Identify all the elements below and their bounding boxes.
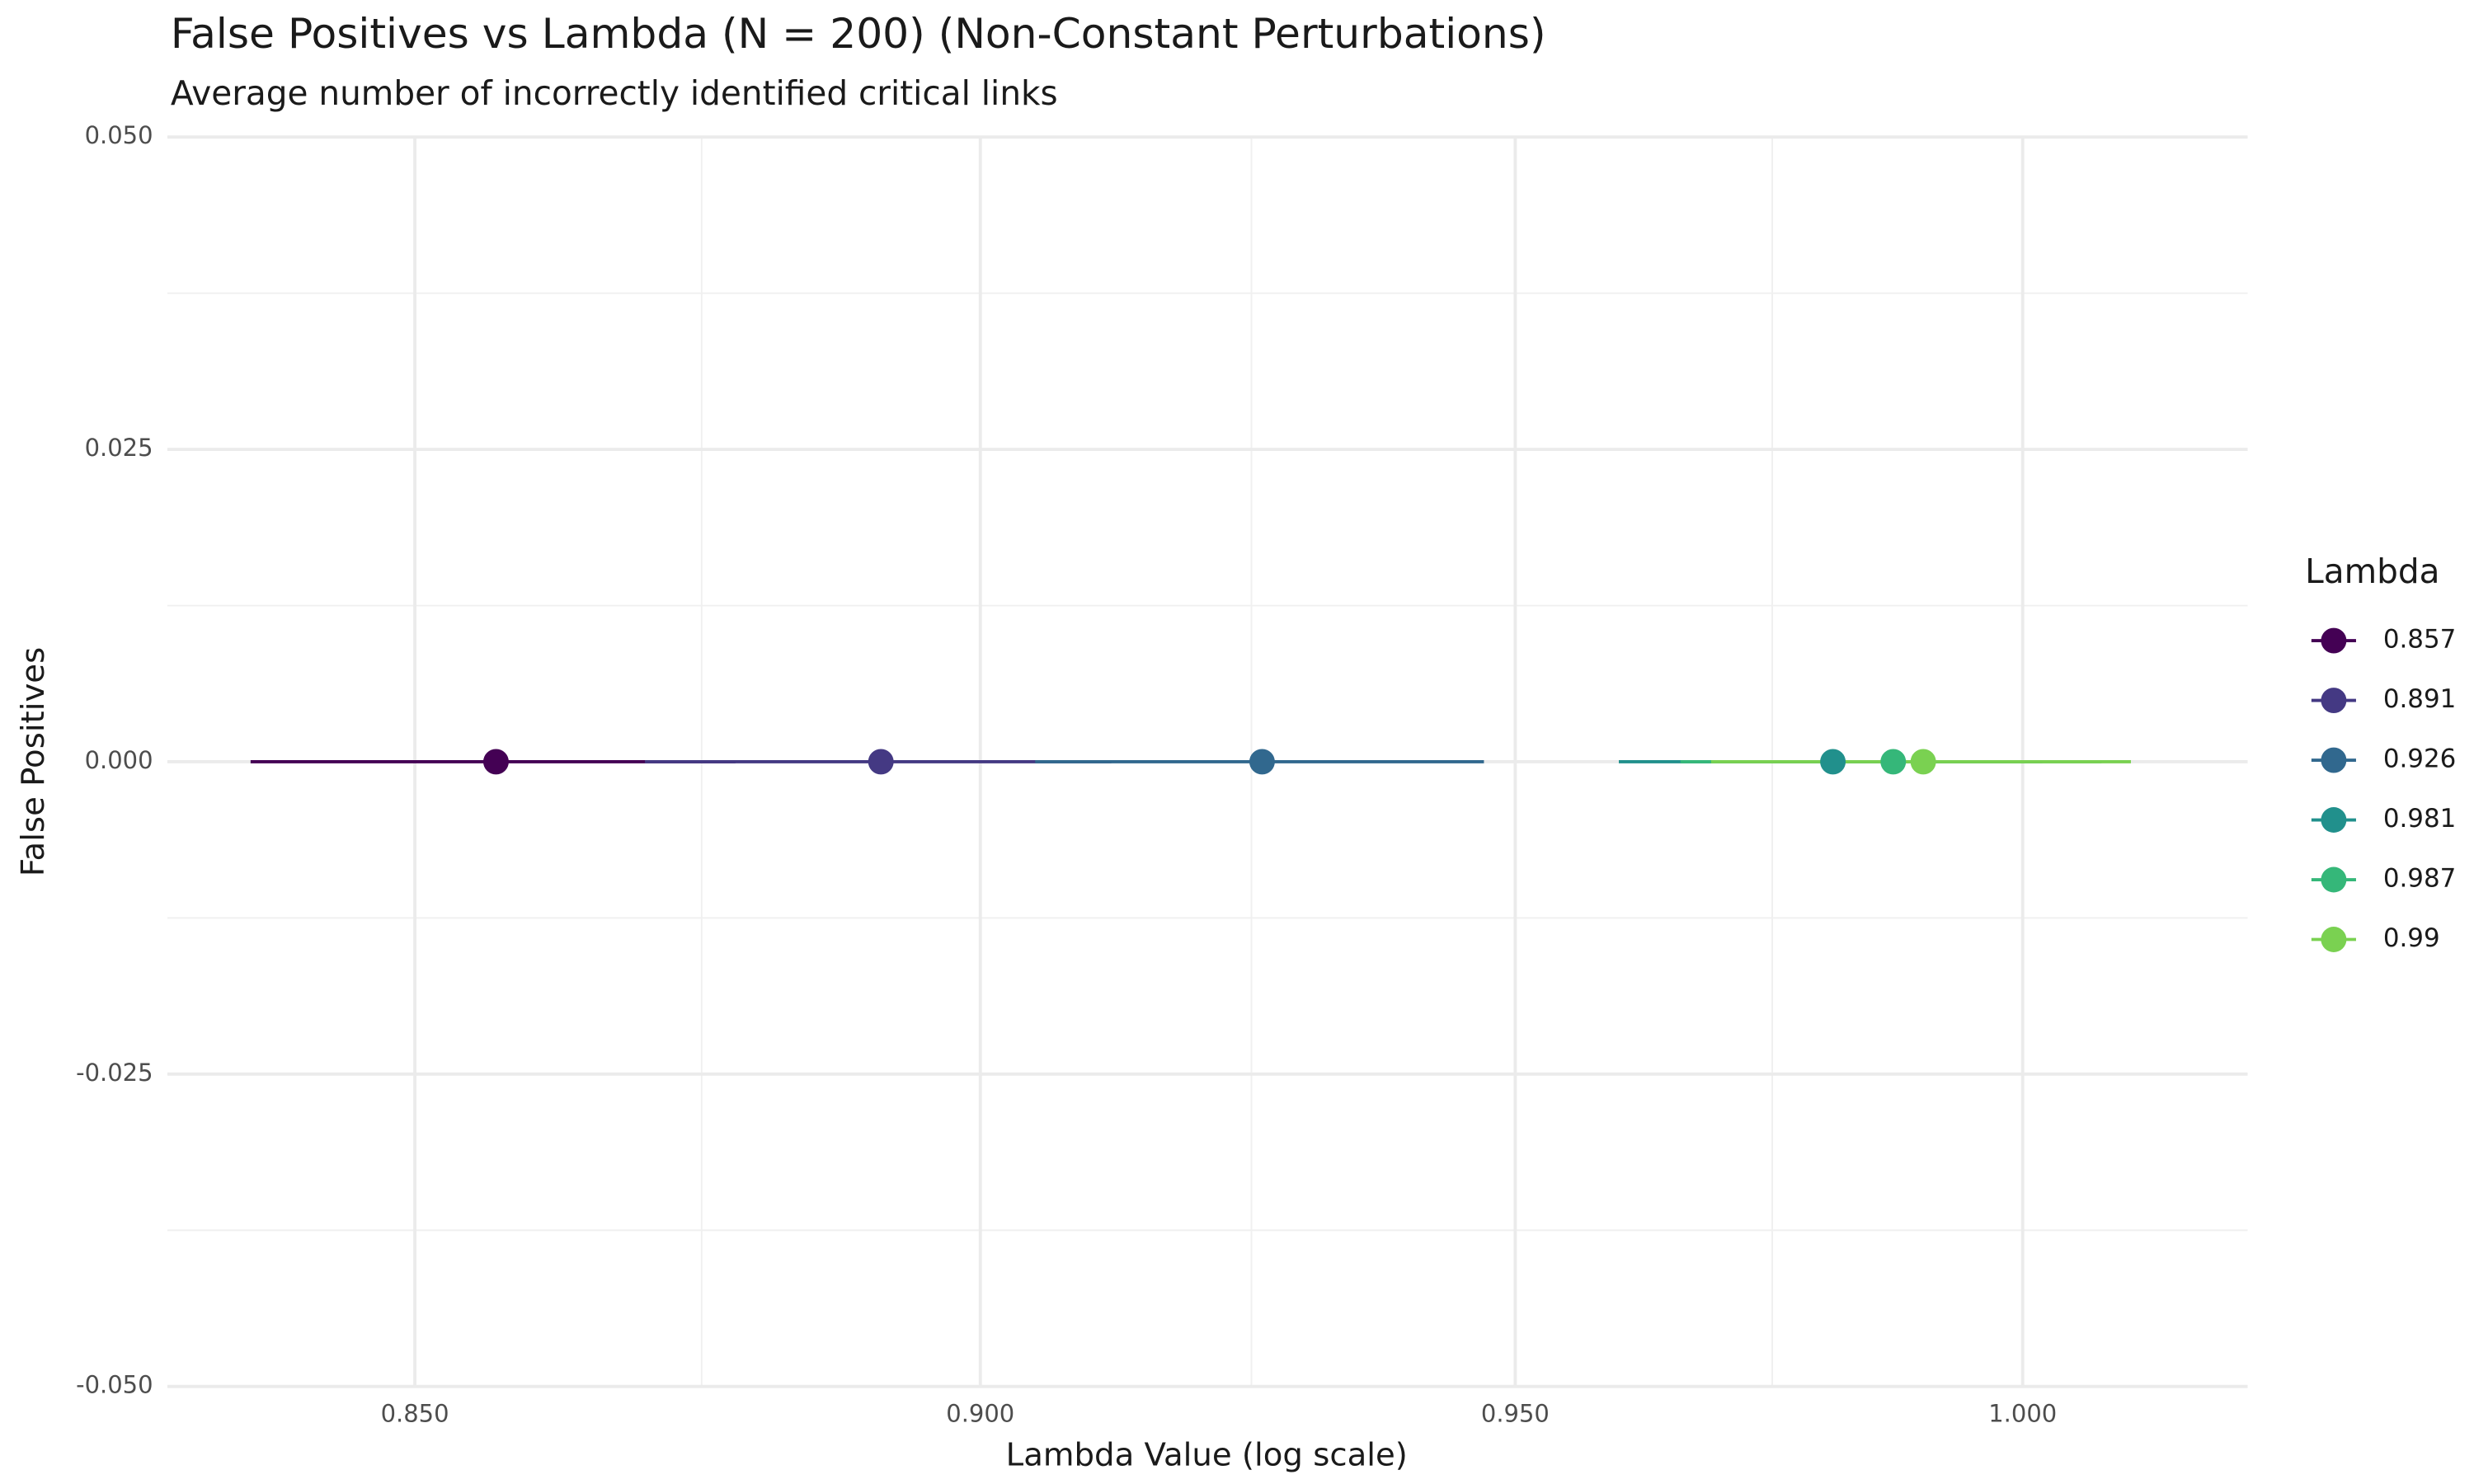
x-tick-label: 0.850	[381, 1399, 449, 1427]
point	[1820, 749, 1846, 775]
chart-title: False Positives vs Lambda (N = 200) (Non…	[171, 9, 1546, 58]
point	[1910, 749, 1936, 775]
legend-label: 0.891	[2383, 684, 2456, 714]
legend-label: 0.857	[2383, 625, 2456, 655]
x-axis-label: Lambda Value (log scale)	[1006, 1436, 1408, 1473]
x-tick-label: 0.900	[946, 1399, 1014, 1427]
legend: Lambda 0.857 0.891 0.926 0.981 0.987 0.99	[2305, 552, 2456, 953]
legend-key-point	[2321, 807, 2347, 833]
legend-label: 0.926	[2383, 744, 2456, 774]
legend-key-point	[2321, 747, 2347, 773]
legend-title: Lambda	[2305, 552, 2439, 591]
legend-key-point	[2321, 627, 2347, 654]
y-tick-label: 0.050	[85, 121, 153, 149]
legend-key-point	[2321, 927, 2347, 952]
point	[868, 749, 894, 775]
legend-key-point	[2321, 866, 2347, 893]
point	[1249, 749, 1275, 775]
plot-area	[250, 749, 2131, 775]
point	[1880, 749, 1907, 775]
y-tick-label: 0.000	[85, 746, 153, 774]
x-tick-label: 1.000	[1988, 1399, 2057, 1427]
legend-label: 0.981	[2383, 804, 2456, 834]
chart-subtitle: Average number of incorrectly identified…	[171, 73, 1058, 113]
legend-key-point	[2321, 688, 2347, 714]
y-tick-label: -0.050	[76, 1371, 153, 1399]
y-axis-label: False Positives	[15, 647, 52, 876]
legend-label: 0.987	[2383, 864, 2456, 894]
x-tick-label: 0.950	[1481, 1399, 1550, 1427]
y-tick-label: -0.025	[76, 1059, 153, 1087]
y-tick-label: 0.025	[85, 434, 153, 462]
point	[482, 749, 509, 775]
legend-label: 0.99	[2383, 923, 2440, 953]
